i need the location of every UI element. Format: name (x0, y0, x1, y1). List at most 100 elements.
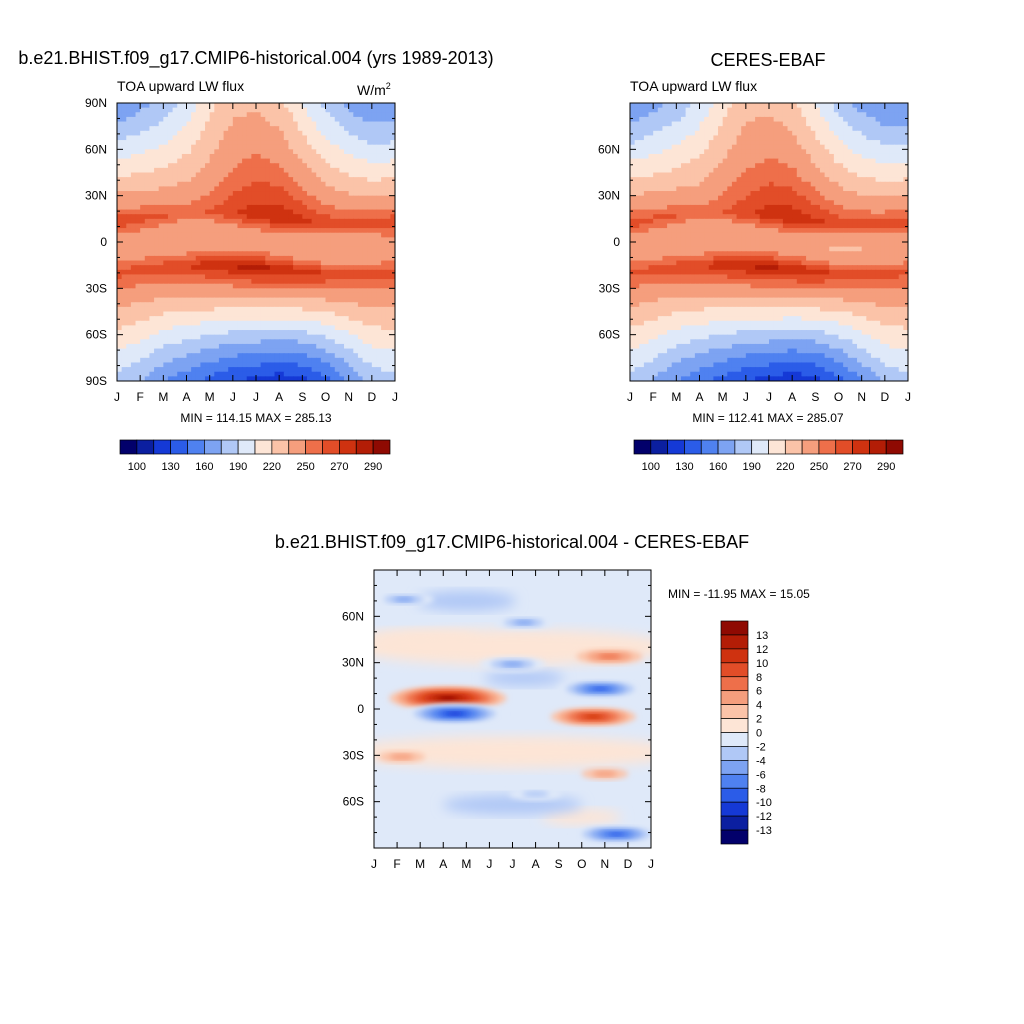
contour-cell (117, 167, 123, 174)
contour-cell (362, 126, 368, 132)
contour-cell (750, 107, 756, 113)
contour-cell (297, 269, 303, 276)
panel-obs-field (630, 103, 908, 381)
contour-cell (130, 103, 137, 109)
contour-cell (381, 306, 387, 313)
contour-cell (140, 200, 146, 206)
contour-cell (177, 274, 183, 280)
contour-cell (708, 149, 714, 155)
contour-cell (353, 232, 359, 238)
contour-cell (135, 320, 141, 326)
contour-cell (274, 376, 280, 381)
contour-cell (269, 246, 276, 252)
contour-cell (362, 232, 368, 238)
contour-cell (214, 228, 220, 234)
contour-cell (191, 214, 197, 220)
contour-cell (311, 269, 317, 276)
contour-cell (209, 126, 215, 132)
contour-cell (158, 339, 164, 345)
contour-cell (181, 251, 188, 257)
contour-cell (376, 204, 382, 211)
contour-cell (344, 149, 350, 155)
contour-cell (870, 103, 877, 109)
contour-cell (205, 181, 211, 187)
contour-cell (191, 246, 197, 252)
contour-cell (186, 311, 192, 317)
contour-cell (311, 144, 317, 150)
contour-cell (334, 186, 340, 192)
contour-cell (242, 348, 248, 354)
contour-cell (371, 260, 378, 266)
contour-cell (200, 237, 206, 243)
contour-cell (880, 126, 886, 132)
contour-cell (371, 172, 378, 178)
contour-cell (390, 186, 395, 192)
contour-cell (117, 325, 123, 331)
contour-cell (741, 116, 747, 123)
contour-cell (237, 251, 243, 257)
contour-cell (117, 121, 123, 127)
y-tick-label: 30N (85, 189, 107, 203)
contour-cell (260, 163, 266, 169)
contour-cell (306, 279, 313, 285)
contour-cell (385, 209, 391, 215)
contour-cell (325, 306, 331, 313)
contour-cell (265, 223, 271, 229)
contour-cell (847, 107, 853, 113)
contour-cell (302, 330, 308, 336)
contour-cell (344, 274, 350, 280)
contour-cell (344, 172, 350, 178)
contour-cell (223, 191, 229, 197)
contour-cell (898, 112, 904, 118)
contour-cell (274, 130, 280, 137)
contour-cell (722, 177, 728, 183)
contour-cell (894, 144, 900, 150)
contour-cell (274, 121, 280, 127)
contour-cell (191, 288, 197, 294)
contour-cell (191, 367, 197, 373)
contour-cell (306, 325, 313, 331)
contour-cell (283, 242, 290, 248)
contour-cell (177, 325, 183, 331)
contour-cell (158, 325, 164, 331)
contour-cell (130, 121, 137, 127)
contour-cell (163, 320, 169, 326)
contour-cell (232, 237, 239, 243)
colorbar-swatch (153, 439, 171, 455)
contour-cell (320, 334, 327, 340)
contour-cell (265, 330, 271, 336)
contour-cell (334, 126, 340, 132)
contour-cell (339, 320, 345, 326)
contour-cell (643, 172, 650, 178)
contour-cell (671, 153, 677, 160)
contour-cell (163, 214, 169, 220)
contour-cell (357, 260, 364, 266)
contour-cell (251, 251, 257, 257)
contour-cell (158, 320, 164, 326)
contour-cell (288, 265, 294, 271)
contour-cell (764, 181, 770, 187)
contour-cell (847, 135, 853, 141)
contour-cell (639, 144, 645, 150)
contour-cell (283, 158, 290, 164)
contour-cell (381, 311, 387, 317)
contour-cell (302, 302, 308, 308)
contour-cell (135, 357, 141, 364)
contour-cell (172, 112, 178, 118)
contour-cell (121, 181, 127, 187)
contour-cell (339, 200, 345, 206)
contour-cell (385, 311, 391, 317)
contour-cell (126, 311, 132, 317)
contour-cell (357, 209, 364, 215)
contour-cell (362, 181, 368, 187)
contour-cell (362, 177, 368, 183)
contour-cell (149, 181, 155, 187)
contour-cell (279, 288, 285, 294)
contour-cell (694, 130, 701, 137)
contour-cell (237, 265, 243, 271)
contour-cell (121, 334, 127, 340)
contour-cell (344, 265, 350, 271)
contour-cell (228, 223, 234, 229)
contour-cell (186, 204, 192, 211)
contour-cell (376, 191, 382, 197)
